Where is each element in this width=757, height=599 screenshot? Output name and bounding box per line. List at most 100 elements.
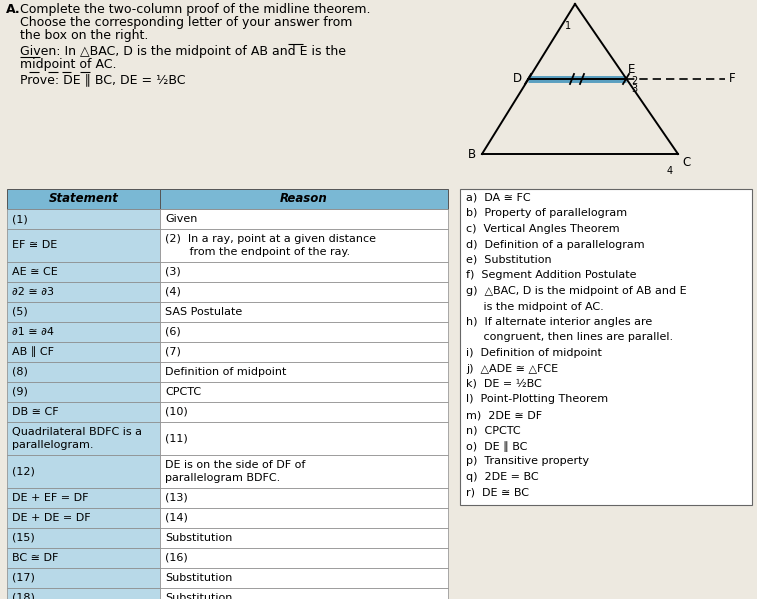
Bar	[160, 302, 448, 322]
Text: Quadrilateral BDFC is a
parallelogram.: Quadrilateral BDFC is a parallelogram.	[12, 427, 142, 450]
Text: (3): (3)	[165, 267, 181, 277]
Text: h)  If alternate interior angles are: h) If alternate interior angles are	[466, 317, 653, 327]
Text: m)  2DE ≅ DF: m) 2DE ≅ DF	[466, 410, 542, 420]
Bar	[160, 382, 448, 402]
Bar	[7, 342, 160, 362]
Text: e)  Substitution: e) Substitution	[466, 255, 552, 265]
Bar	[7, 382, 160, 402]
Text: l)  Point-Plotting Theorem: l) Point-Plotting Theorem	[466, 395, 608, 404]
Bar	[160, 209, 448, 229]
Text: Choose the corresponding letter of your answer from: Choose the corresponding letter of your …	[20, 16, 352, 29]
Text: Substitution: Substitution	[165, 593, 232, 599]
Text: b)  Property of parallelogram: b) Property of parallelogram	[466, 208, 627, 219]
Text: f)  Segment Addition Postulate: f) Segment Addition Postulate	[466, 271, 637, 280]
Text: i)  Definition of midpoint: i) Definition of midpoint	[466, 348, 602, 358]
Bar	[160, 262, 448, 282]
Bar	[7, 282, 160, 302]
Text: (11): (11)	[165, 434, 188, 443]
Text: DE is on the side of DF of
parallelogram BDFC.: DE is on the side of DF of parallelogram…	[165, 460, 305, 483]
Text: q)  2DE = BC: q) 2DE = BC	[466, 472, 539, 482]
Text: a)  DA ≅ FC: a) DA ≅ FC	[466, 193, 531, 203]
Text: (4): (4)	[165, 287, 181, 297]
Text: (2)  In a ray, point at a given distance
       from the endpoint of the ray.: (2) In a ray, point at a given distance …	[165, 234, 376, 257]
Text: (12): (12)	[12, 467, 35, 476]
Text: D: D	[513, 72, 522, 86]
Text: Complete the two-column proof of the midline theorem.: Complete the two-column proof of the mid…	[20, 3, 370, 16]
Text: g)  △BAC, D is the midpoint of AB and E: g) △BAC, D is the midpoint of AB and E	[466, 286, 687, 296]
Text: (7): (7)	[165, 347, 181, 357]
Bar	[7, 508, 160, 528]
Text: A.: A.	[6, 3, 20, 16]
Text: CPCTC: CPCTC	[165, 387, 201, 397]
Text: (8): (8)	[12, 367, 28, 377]
Text: EF ≅ DE: EF ≅ DE	[12, 241, 58, 250]
Text: Statement: Statement	[48, 192, 118, 205]
Text: Given: Given	[165, 214, 198, 224]
Text: k)  DE = ½BC: k) DE = ½BC	[466, 379, 542, 389]
Text: BC ≅ DF: BC ≅ DF	[12, 553, 58, 563]
Text: c)  Vertical Angles Theorem: c) Vertical Angles Theorem	[466, 224, 620, 234]
Bar	[7, 568, 160, 588]
Text: C: C	[682, 156, 690, 169]
Bar	[160, 455, 448, 488]
Bar	[7, 362, 160, 382]
Text: (18): (18)	[12, 593, 35, 599]
Bar	[160, 402, 448, 422]
Text: B: B	[468, 147, 476, 161]
Bar	[160, 548, 448, 568]
Bar	[7, 588, 160, 599]
Bar	[160, 422, 448, 455]
Text: Substitution: Substitution	[165, 533, 232, 543]
Text: 2: 2	[631, 76, 637, 86]
Text: (13): (13)	[165, 493, 188, 503]
Bar	[160, 282, 448, 302]
Text: d)  Definition of a parallelogram: d) Definition of a parallelogram	[466, 240, 645, 250]
Bar	[160, 508, 448, 528]
Bar	[160, 322, 448, 342]
Text: (6): (6)	[165, 327, 181, 337]
Text: r)  DE ≅ BC: r) DE ≅ BC	[466, 488, 529, 498]
Bar	[160, 362, 448, 382]
Text: j)  △ADE ≅ △FCE: j) △ADE ≅ △FCE	[466, 364, 558, 374]
Text: o)  DE ∥ BC: o) DE ∥ BC	[466, 441, 528, 452]
Bar	[460, 189, 752, 505]
Text: the box on the right.: the box on the right.	[20, 29, 148, 42]
Text: (5): (5)	[12, 307, 28, 317]
Bar	[7, 528, 160, 548]
Bar	[7, 422, 160, 455]
Text: DE + EF = DF: DE + EF = DF	[12, 493, 89, 503]
Text: 1: 1	[565, 21, 571, 31]
Text: (10): (10)	[165, 407, 188, 417]
Text: (17): (17)	[12, 573, 35, 583]
Text: ∂1 ≅ ∂4: ∂1 ≅ ∂4	[12, 327, 54, 337]
Text: p)  Transitive property: p) Transitive property	[466, 456, 589, 467]
Bar	[7, 189, 160, 209]
Text: (9): (9)	[12, 387, 28, 397]
Text: (15): (15)	[12, 533, 35, 543]
Text: 3: 3	[631, 84, 637, 94]
Text: (16): (16)	[165, 553, 188, 563]
Text: is the midpoint of AC.: is the midpoint of AC.	[466, 301, 604, 311]
Bar	[7, 455, 160, 488]
Bar	[7, 302, 160, 322]
Text: Given: In △BAC, D is the midpoint of AB and E is the: Given: In △BAC, D is the midpoint of AB …	[20, 45, 346, 58]
Text: AE ≅ CE: AE ≅ CE	[12, 267, 58, 277]
Text: F: F	[729, 72, 736, 86]
Bar	[160, 229, 448, 262]
Text: midpoint of AC.: midpoint of AC.	[20, 58, 117, 71]
Text: AB ∥ CF: AB ∥ CF	[12, 347, 54, 358]
Bar	[7, 488, 160, 508]
Text: Prove: DE ∥ BC, DE = ½BC: Prove: DE ∥ BC, DE = ½BC	[20, 73, 185, 86]
Text: congruent, then lines are parallel.: congruent, then lines are parallel.	[466, 332, 673, 343]
Text: (1): (1)	[12, 214, 28, 224]
Text: Definition of midpoint: Definition of midpoint	[165, 367, 286, 377]
Text: (14): (14)	[165, 513, 188, 523]
Bar	[7, 209, 160, 229]
Bar	[160, 189, 448, 209]
Bar	[7, 322, 160, 342]
Text: E: E	[628, 63, 635, 76]
Bar	[160, 342, 448, 362]
Text: Reason: Reason	[280, 192, 328, 205]
Text: DE + DE = DF: DE + DE = DF	[12, 513, 91, 523]
Bar	[160, 568, 448, 588]
